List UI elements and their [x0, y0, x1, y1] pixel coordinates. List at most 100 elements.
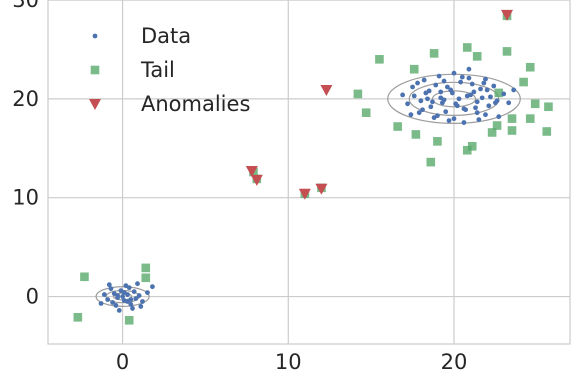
- data-point: [128, 297, 134, 302]
- data-point: [443, 109, 449, 115]
- data-point: [113, 303, 119, 308]
- data-point: [458, 79, 464, 85]
- data-point: [476, 117, 482, 123]
- tail-point: [353, 89, 363, 99]
- tail-point: [426, 157, 436, 167]
- data-point: [474, 110, 480, 116]
- data-point: [440, 100, 445, 106]
- data-point: [433, 82, 439, 88]
- data-point: [421, 77, 427, 83]
- tail-point: [393, 122, 402, 131]
- data-point: [494, 98, 500, 104]
- data-point: [481, 80, 487, 86]
- data-point: [435, 113, 440, 119]
- anomaly-point: [315, 183, 328, 195]
- legend-marker-data: [92, 33, 98, 39]
- data-point: [486, 103, 492, 109]
- tail-point: [462, 43, 472, 52]
- data-point: [420, 107, 425, 113]
- contour-ring: [95, 286, 150, 307]
- data-point: [400, 92, 406, 98]
- data-point: [451, 70, 457, 76]
- data-point: [411, 93, 417, 99]
- data-point: [469, 81, 475, 87]
- y-tick-label: 30: [12, 0, 39, 12]
- data-point: [418, 98, 424, 104]
- contour-ring: [408, 81, 500, 116]
- data-point: [405, 101, 410, 107]
- tail-point: [544, 102, 553, 112]
- tail-point: [487, 128, 497, 137]
- y-tick-label: 10: [12, 186, 39, 210]
- tail-point: [502, 47, 512, 56]
- tail-point: [429, 49, 439, 58]
- data-point: [483, 112, 488, 118]
- data-point: [491, 83, 497, 89]
- data-point: [120, 294, 125, 299]
- data-point: [128, 302, 134, 307]
- data-point: [438, 89, 444, 95]
- data-point: [501, 91, 507, 97]
- tail-point: [507, 114, 517, 123]
- data-point: [461, 120, 467, 125]
- data-point: [426, 88, 432, 94]
- data-point: [408, 112, 414, 118]
- data-point: [133, 296, 139, 301]
- plot-frame: [47, 0, 571, 345]
- anomaly-point: [245, 166, 258, 178]
- data-point: [140, 299, 145, 304]
- data-point: [449, 90, 455, 96]
- contour-ring: [431, 90, 477, 108]
- tail-point: [494, 88, 504, 98]
- data-points: [73, 9, 553, 325]
- data-point: [484, 87, 490, 93]
- data-point: [116, 307, 122, 313]
- tail-point: [73, 313, 83, 322]
- data-point: [131, 289, 137, 295]
- anomaly-point: [250, 174, 263, 186]
- data-point: [506, 100, 512, 106]
- legend-marker-anomalies: [89, 99, 101, 110]
- tail-point: [124, 315, 134, 325]
- legend: Data Tail Anomalies: [89, 24, 250, 116]
- legend-label: Anomalies: [141, 92, 250, 116]
- anomaly-point: [501, 9, 514, 21]
- data-point: [473, 105, 478, 111]
- data-point: [126, 285, 132, 291]
- tail-point: [411, 130, 421, 139]
- data-point: [471, 89, 477, 95]
- y-tick-label: 0: [26, 285, 39, 309]
- tail-point: [525, 114, 535, 123]
- tail-point: [433, 137, 442, 146]
- data-point: [101, 292, 107, 297]
- data-point: [446, 118, 452, 123]
- y-tick-label: 20: [12, 87, 39, 111]
- data-point: [461, 106, 467, 112]
- data-point: [416, 110, 422, 116]
- tail-point: [507, 126, 517, 135]
- x-tick-label: 10: [275, 350, 302, 374]
- data-point: [415, 80, 420, 86]
- data-point: [108, 286, 114, 292]
- tail-point: [462, 145, 472, 155]
- data-point: [466, 66, 472, 72]
- legend-label: Tail: [140, 58, 175, 82]
- tail-point: [80, 272, 89, 282]
- data-point: [474, 99, 480, 105]
- tail-point: [525, 62, 535, 72]
- tick-labels: 0 10 20 0 10 20 30: [12, 0, 467, 374]
- data-point: [454, 103, 460, 109]
- data-point: [451, 116, 457, 122]
- data-point: [135, 281, 140, 287]
- data-point: [496, 114, 502, 120]
- data-point: [138, 304, 144, 309]
- data-point: [430, 99, 435, 105]
- data-point: [511, 87, 517, 93]
- tail-point: [141, 273, 151, 283]
- data-point: [478, 86, 483, 92]
- legend-label: Data: [141, 24, 191, 48]
- data-point: [145, 290, 150, 295]
- tail-point: [530, 99, 540, 109]
- data-point: [444, 84, 450, 90]
